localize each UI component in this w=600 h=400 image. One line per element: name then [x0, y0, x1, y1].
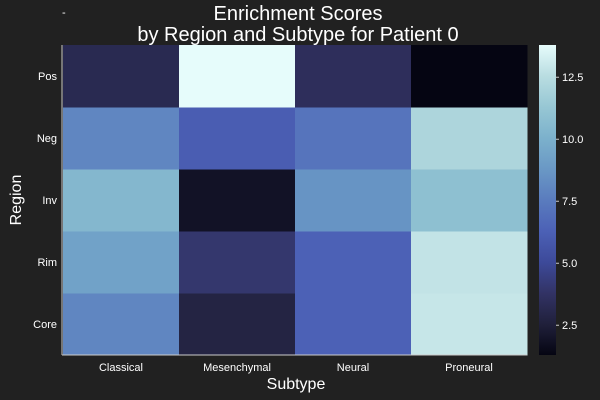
- legend-mark: -: [62, 7, 66, 19]
- heatmap-cell-core-neural: [295, 293, 412, 356]
- y-tick-core: Core: [33, 319, 57, 331]
- heatmap-cell-rim-neural: [295, 231, 412, 294]
- heatmap-cell-neg-neural: [295, 107, 412, 170]
- heatmap-cell-core-mesenchymal: [179, 293, 296, 356]
- heatmap-cell-inv-proneural: [411, 169, 528, 232]
- heatmap-cell-rim-classical: [63, 231, 180, 294]
- heatmap-cell-pos-classical: [63, 45, 180, 108]
- y-tick-labels: Core Rim Inv Neg Pos: [33, 71, 57, 331]
- y-axis-label: Region: [8, 175, 25, 226]
- heatmap-cell-neg-mesenchymal: [179, 107, 296, 170]
- y-tick-rim: Rim: [37, 257, 57, 269]
- heatmap-cell-neg-proneural: [411, 107, 528, 170]
- chart-title-line-2: by Region and Subtype for Patient 0: [137, 24, 458, 46]
- colorbar-tick-label: 5.0: [562, 258, 577, 270]
- x-tick-proneural: Proneural: [445, 362, 493, 374]
- x-tick-classical: Classical: [99, 362, 143, 374]
- heatmap-cell-inv-mesenchymal: [179, 169, 296, 232]
- colorbar-tick-label: 2.5: [562, 320, 577, 332]
- heatmap-cell-rim-mesenchymal: [179, 231, 296, 294]
- heatmap-cell-pos-proneural: [411, 45, 528, 108]
- heatmap-cell-core-classical: [63, 293, 180, 356]
- x-tick-neural: Neural: [337, 362, 369, 374]
- heatmap-cell-inv-classical: [63, 169, 180, 232]
- heatmap-cell-pos-mesenchymal: [179, 45, 296, 108]
- y-tick-pos: Pos: [38, 71, 57, 83]
- chart-title-line-1: Enrichment Scores: [214, 3, 383, 25]
- heatmap-cell-rim-proneural: [411, 231, 528, 294]
- colorbar-tick-label: 10.0: [562, 134, 583, 146]
- heatmap-cell-neg-classical: [63, 107, 180, 170]
- colorbar-ticks: 2.5 5.0 7.5 10.0 12.5: [556, 72, 583, 332]
- colorbar-tick-label: 12.5: [562, 72, 583, 84]
- heatmap-cell-core-proneural: [411, 293, 528, 356]
- x-tick-labels: Classical Mesenchymal Neural Proneural: [99, 362, 493, 374]
- y-tick-neg: Neg: [37, 133, 57, 145]
- heatmap-cell-inv-neural: [295, 169, 412, 232]
- x-tick-mesenchymal: Mesenchymal: [203, 362, 271, 374]
- colorbar: [539, 45, 556, 355]
- colorbar-tick-label: 7.5: [562, 196, 577, 208]
- x-axis-label: Subtype: [267, 376, 326, 393]
- heatmap-cells: [63, 45, 528, 356]
- heatmap-cell-pos-neural: [295, 45, 412, 108]
- y-tick-inv: Inv: [42, 195, 57, 207]
